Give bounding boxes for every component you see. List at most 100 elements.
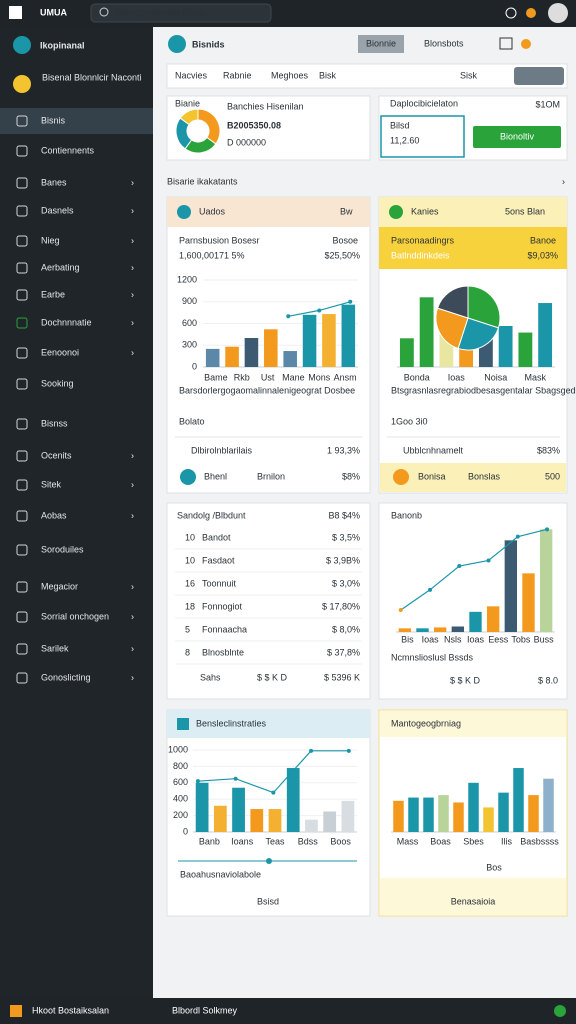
nav-item[interactable]: Nieg (41, 235, 60, 245)
y-tick-label: 1200 (177, 274, 197, 284)
footer-mid: Blbordl Solkmey (172, 1005, 238, 1015)
nav-icon (16, 479, 28, 491)
bar (433, 627, 447, 632)
nav-icon (16, 115, 28, 127)
summary-value: B2005350.08 (227, 120, 281, 130)
tab[interactable]: Bisk (319, 70, 337, 80)
line-point (545, 527, 550, 532)
row-value: $ 3,5% (332, 532, 360, 542)
nav-item[interactable]: Dasnels (41, 205, 74, 215)
row-num: 18 (185, 601, 195, 611)
nav-item[interactable]: Aerbating (41, 262, 80, 272)
y-tick-label: 600 (173, 777, 188, 787)
nav-item[interactable]: Bisnis (41, 115, 66, 125)
nav-icon (16, 177, 28, 189)
y-tick-label: 900 (182, 296, 197, 306)
x-tick-label: Basbssss (520, 836, 559, 846)
x-tick-label: Mask (524, 372, 546, 382)
nav-item[interactable]: Ocenits (41, 450, 72, 460)
x-tick-label: Noisa (484, 372, 507, 382)
top-bar (0, 0, 576, 27)
tab[interactable]: Meghoes (271, 70, 309, 80)
x-tick-label: Ioans (231, 836, 254, 846)
bar (268, 809, 282, 832)
view-toggle[interactable] (514, 67, 564, 85)
nav-icon (16, 347, 28, 359)
x-tick-label: Boos (330, 836, 351, 846)
nav-item[interactable]: Bisnss (41, 418, 68, 428)
nav-item[interactable]: Eenoonoi (41, 347, 79, 357)
nav-item[interactable]: Megacior (41, 581, 78, 591)
panel-row-value: $83% (537, 445, 560, 455)
nav-icon (16, 643, 28, 655)
nav-item[interactable]: Aobas (41, 510, 67, 520)
section-arrow[interactable]: › (562, 176, 565, 186)
x-tick-label: Bis (401, 634, 414, 644)
y-tick-label: 400 (173, 794, 188, 804)
nav-icon (16, 418, 28, 430)
profile-avatar (13, 75, 31, 93)
panel-foot: Bolato (179, 416, 205, 426)
nav-item[interactable]: Soroduiles (41, 544, 84, 554)
tab[interactable]: Nacvies (175, 70, 208, 80)
tab-right[interactable]: Sisk (460, 70, 478, 80)
bar (486, 606, 500, 632)
nav-arrow: › (131, 510, 134, 520)
nav-item[interactable]: Earbe (41, 289, 65, 299)
line-point (348, 299, 353, 304)
bar (264, 329, 278, 367)
tab-bar (166, 63, 568, 89)
bar (250, 809, 264, 832)
nav-item[interactable]: Contiennents (41, 145, 95, 155)
nav-item[interactable]: Gonoslicting (41, 672, 91, 682)
row-label: Toonnuit (202, 578, 237, 588)
nav-item[interactable]: Sarilek (41, 643, 69, 653)
y-tick-label: 0 (183, 826, 188, 836)
bar (483, 807, 494, 832)
nav-arrow: › (131, 289, 134, 299)
panel-link[interactable]: Bsisd (257, 896, 279, 906)
search-box[interactable] (90, 3, 272, 23)
bar (438, 795, 449, 832)
tab[interactable]: Rabnie (223, 70, 252, 80)
x-tick-label: Ansm (334, 372, 357, 382)
row-num: 16 (185, 578, 195, 588)
nav-item[interactable]: Dochnnnatie (41, 317, 92, 327)
pie-slice (436, 285, 469, 319)
bottom-bar (0, 998, 576, 1024)
nav-item[interactable]: Sorrial onchogen (41, 611, 109, 621)
header-button[interactable] (358, 35, 404, 53)
panel-link[interactable]: Benasaioia (451, 896, 496, 906)
row-icon (393, 469, 409, 485)
nav-item[interactable]: Banes (41, 177, 67, 187)
summary-label: Bianie (175, 98, 200, 108)
sidebar (0, 27, 153, 998)
slider-thumb[interactable] (266, 858, 272, 864)
panel-foot-value: $ 8.0 (538, 675, 558, 685)
balance-box[interactable] (380, 115, 465, 158)
avatar[interactable] (548, 3, 568, 23)
x-tick-label: Ust (261, 372, 275, 382)
y-tick-label: 200 (173, 810, 188, 820)
panel-row: Brnilon (257, 471, 285, 481)
status-icon (554, 1005, 566, 1017)
panel-note: Bos (486, 862, 502, 872)
x-tick-label: Mass (397, 836, 419, 846)
x-tick-label: Bame (204, 372, 228, 382)
nav-arrow: › (131, 479, 134, 489)
nav-arrow: › (131, 611, 134, 621)
panel-tag: 5ons Blan (505, 206, 545, 216)
chat-icon[interactable] (499, 37, 513, 50)
x-tick-label: Bonda (404, 372, 430, 382)
balance-button[interactable] (473, 126, 561, 148)
bell-icon[interactable] (505, 7, 517, 19)
breadcrumb[interactable]: Blonsbots (424, 38, 464, 48)
user-icon[interactable] (521, 39, 531, 49)
flag-icon[interactable] (526, 8, 536, 18)
nav-item[interactable]: Sooking (41, 378, 74, 388)
row-num: 8 (185, 647, 190, 657)
search-icon (99, 7, 109, 17)
nav-item[interactable]: Sitek (41, 479, 62, 489)
nav-icon (16, 289, 28, 301)
bar (453, 802, 464, 832)
